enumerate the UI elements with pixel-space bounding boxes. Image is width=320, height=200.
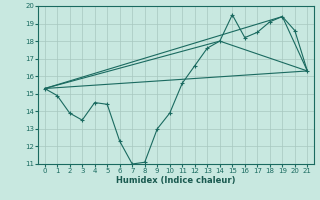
X-axis label: Humidex (Indice chaleur): Humidex (Indice chaleur): [116, 176, 236, 185]
